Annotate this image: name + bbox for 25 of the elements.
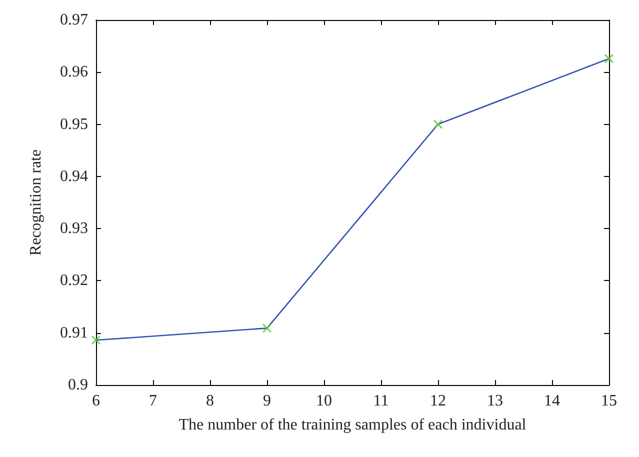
x-tick-label: 7 (149, 392, 157, 410)
x-tick-label: 6 (92, 392, 100, 410)
x-tick-label: 10 (316, 392, 332, 410)
y-tick-label: 0.91 (60, 324, 88, 342)
point (433, 120, 443, 130)
point (604, 54, 614, 64)
y-tick-label: 0.96 (60, 64, 88, 81)
x-tick-label: 14 (544, 392, 560, 410)
line-series (95, 58, 610, 341)
x-tick-label: 11 (373, 392, 389, 410)
x-tick-label: 8 (206, 392, 214, 410)
x-tick-label: 15 (601, 392, 617, 410)
x-tick-label: 9 (263, 392, 271, 410)
x-tick-label: 13 (487, 392, 503, 410)
x-axis-title: The number of the training samples of each individual (178, 416, 527, 434)
y-axis-title: Recognition rate (28, 149, 44, 256)
y-tick-label: 0.93 (60, 220, 88, 238)
y-tick-label: 0.92 (60, 272, 88, 290)
point (262, 323, 272, 333)
x-tick-label: 12 (430, 392, 446, 410)
point (91, 335, 101, 345)
y-tick-label: 0.9 (68, 376, 88, 394)
y-tick-label: 0.97 (60, 12, 88, 28)
y-tick-label: 0.95 (60, 116, 88, 133)
y-tick-label: 0.94 (60, 168, 88, 185)
